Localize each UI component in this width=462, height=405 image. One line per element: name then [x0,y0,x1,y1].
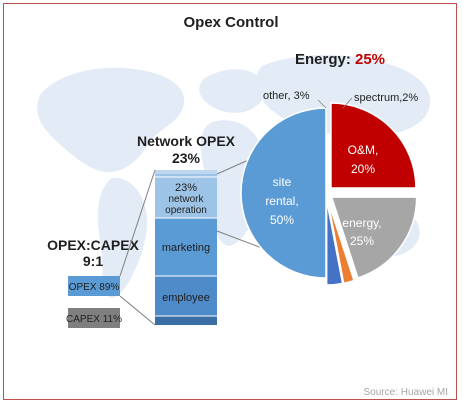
opex-box-label: OPEX 89% [69,282,120,293]
bar-label-marketing: marketing [162,242,210,254]
source-note: Source: Huawei MI [364,387,448,398]
energy-headline: Energy: 25% [295,51,385,68]
opex-pie [240,102,418,286]
chart-title: Opex Control [183,14,278,31]
capex-box-label: CAPEX 11% [66,314,122,325]
capex-box [68,308,120,328]
bar-label-network-percent: 23% [175,182,197,194]
pie-label-site-rental-1: site [273,175,292,189]
bar-segment-top-thin-1 [155,170,217,174]
bar-segment-network-operation [155,177,217,218]
pie-label-other: other, 3% [263,90,310,102]
pie-slice-site-rental [240,107,327,279]
bar-label-network-line1: network [168,194,204,205]
bar-segment-bottom [155,316,217,325]
pie-leader-spectrum [342,97,353,109]
ratio-label: OPEX:CAPEX [47,237,139,253]
bar-segment-marketing [155,218,217,276]
energy-headline-value: 25% [355,51,385,68]
ratio-value: 9:1 [83,253,103,269]
pie-label-site-rental-2: rental, [265,194,298,208]
pie-slice-other [325,199,344,286]
connector-opex-top [119,169,156,277]
energy-headline-label: Energy: [295,51,355,68]
connector-opex-bottom [119,295,156,326]
bar-segment-employee [155,276,217,316]
connector-line-bottom [216,230,263,249]
bar-segment-top-thin-2 [155,174,217,177]
pie-label-site-rental-3: 50% [270,213,294,227]
pie-label-spectrum: spectrum,2% [354,92,418,104]
pie-label-om-2: 20% [351,162,375,176]
network-opex-percent: 23% [172,150,201,166]
frame-border [3,3,457,400]
pie-slice-labels: site rental, 50% energy, 25% O&M, 20% sp… [263,90,418,248]
network-opex-title: Network OPEX [137,133,236,149]
bar-label-employee: employee [162,292,210,304]
opex-box [68,276,120,296]
pie-label-energy-2: 25% [350,234,374,248]
pie-label-om-1: O&M, [348,143,379,157]
pie-slice-o-m [330,196,418,279]
pie-slice-spectrum [327,199,355,285]
network-opex-stacked-bar: 23% network operation marketing employee [155,170,217,325]
pie-label-energy-1: energy, [342,216,381,230]
pie-slice-energy [330,102,417,189]
pie-leader-other [317,99,327,109]
bar-label-network-line2: operation [165,205,207,216]
